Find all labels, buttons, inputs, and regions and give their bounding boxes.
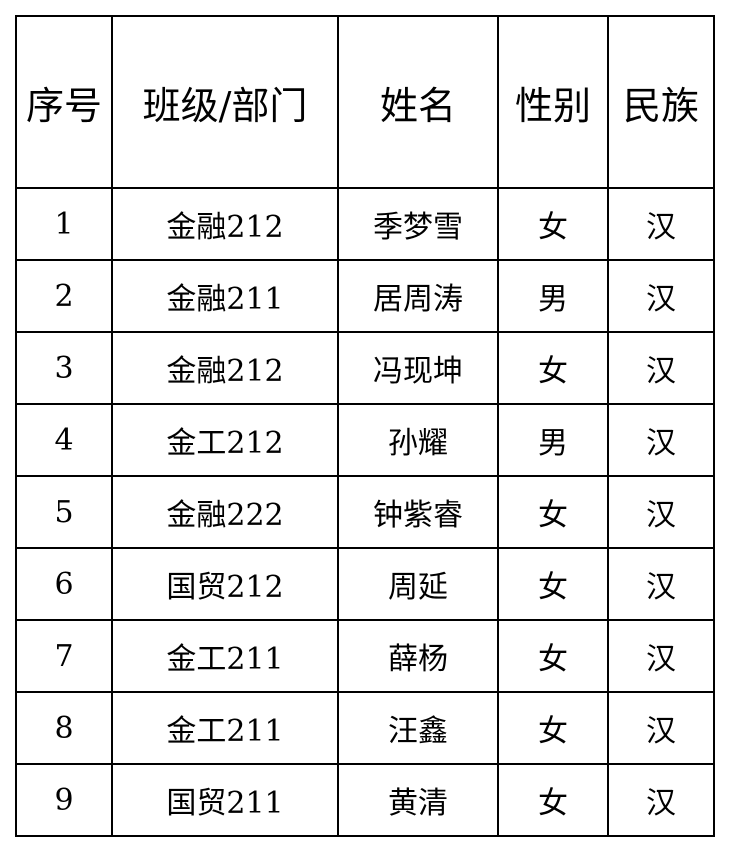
- table-row: 8 金工211 汪鑫女汉: [15, 691, 715, 765]
- cell-index: 3: [15, 331, 113, 405]
- cell-class: 金融211: [111, 259, 339, 333]
- header-row: 序号 班级/部门 姓名 性别 民族: [15, 15, 715, 189]
- cell-class: 金工212: [111, 403, 339, 477]
- cell-class: 金融222: [111, 475, 339, 549]
- cell-index: 9: [15, 763, 113, 837]
- table-row: 5 金融222 钟紫睿女汉: [15, 475, 715, 549]
- cell-index: 4: [15, 403, 113, 477]
- cell-ethnicity: 汉: [607, 259, 715, 333]
- cell-name: 周延: [337, 547, 499, 621]
- cell-gender: 女: [497, 187, 609, 261]
- table-row: 7 金工211 薛杨女汉: [15, 619, 715, 693]
- cell-class: 国贸211: [111, 763, 339, 837]
- table-row: 1 金融212 季梦雪女汉: [15, 187, 715, 261]
- cell-name: 孙耀: [337, 403, 499, 477]
- cell-gender: 女: [497, 619, 609, 693]
- cell-ethnicity: 汉: [607, 619, 715, 693]
- cell-class: 国贸212: [111, 547, 339, 621]
- table-row: 9 国贸211 黄清女汉: [15, 763, 715, 837]
- cell-class: 金融212: [111, 187, 339, 261]
- header-ethnicity: 民族: [607, 15, 715, 189]
- cell-name: 汪鑫: [337, 691, 499, 765]
- cell-name: 居周涛: [337, 259, 499, 333]
- cell-gender: 女: [497, 475, 609, 549]
- cell-gender: 女: [497, 547, 609, 621]
- cell-gender: 男: [497, 403, 609, 477]
- cell-name: 季梦雪: [337, 187, 499, 261]
- cell-ethnicity: 汉: [607, 187, 715, 261]
- table-row: 2 金融211 居周涛男汉: [15, 259, 715, 333]
- cell-ethnicity: 汉: [607, 403, 715, 477]
- cell-index: 7: [15, 619, 113, 693]
- cell-ethnicity: 汉: [607, 331, 715, 405]
- cell-index: 5: [15, 475, 113, 549]
- cell-name: 薛杨: [337, 619, 499, 693]
- cell-class: 金融212: [111, 331, 339, 405]
- cell-index: 6: [15, 547, 113, 621]
- cell-ethnicity: 汉: [607, 691, 715, 765]
- cell-name: 钟紫睿: [337, 475, 499, 549]
- cell-name: 黄清: [337, 763, 499, 837]
- table-row: 3 金融212 冯现坤女汉: [15, 331, 715, 405]
- cell-ethnicity: 汉: [607, 547, 715, 621]
- header-class: 班级/部门: [111, 15, 339, 189]
- cell-index: 8: [15, 691, 113, 765]
- cell-ethnicity: 汉: [607, 763, 715, 837]
- cell-index: 2: [15, 259, 113, 333]
- cell-class: 金工211: [111, 691, 339, 765]
- cell-gender: 女: [497, 331, 609, 405]
- cell-gender: 女: [497, 691, 609, 765]
- cell-class: 金工211: [111, 619, 339, 693]
- cell-gender: 男: [497, 259, 609, 333]
- cell-ethnicity: 汉: [607, 475, 715, 549]
- header-gender: 性别: [497, 15, 609, 189]
- header-index: 序号: [15, 15, 113, 189]
- student-table: 序号 班级/部门 姓名 性别 民族 1 金融212 季梦雪女汉 2 金融211 居周涛男汉…: [15, 15, 715, 837]
- cell-index: 1: [15, 187, 113, 261]
- cell-gender: 女: [497, 763, 609, 837]
- table-row: 6 国贸212 周延女汉: [15, 547, 715, 621]
- cell-name: 冯现坤: [337, 331, 499, 405]
- header-name: 姓名: [337, 15, 499, 189]
- table-row: 4 金工212 孙耀男汉: [15, 403, 715, 477]
